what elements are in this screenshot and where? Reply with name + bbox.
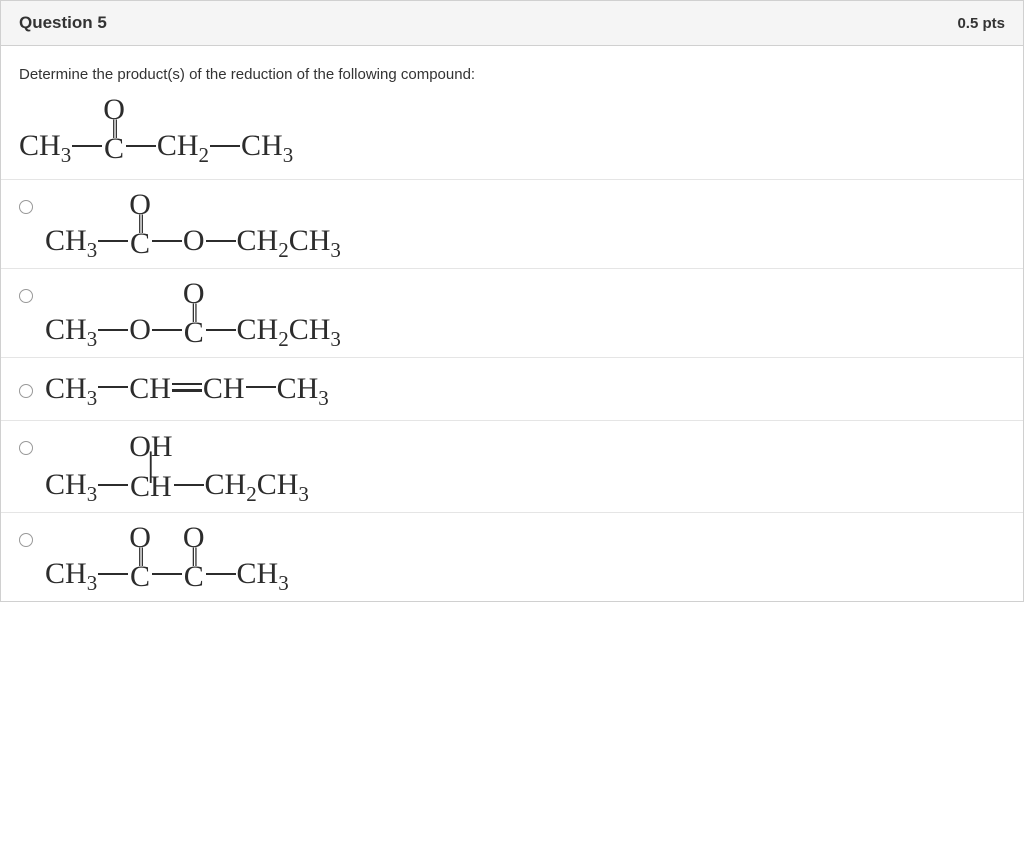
carbonyl-group: O ‖ C bbox=[129, 525, 151, 589]
option-b-formula: CH3 O O ‖ C CH2CH3 bbox=[45, 277, 341, 349]
bond-icon bbox=[152, 573, 182, 576]
bond-icon bbox=[98, 484, 128, 487]
bond-icon bbox=[98, 573, 128, 576]
reactant-compound: CH3 O ‖ C CH2 CH3 bbox=[1, 97, 1023, 179]
carbonyl-group: O ‖ C bbox=[103, 97, 125, 161]
radio-button[interactable] bbox=[19, 441, 33, 455]
option-e-formula: CH3 O ‖ C O ‖ C bbox=[45, 521, 289, 593]
bond-icon bbox=[72, 145, 102, 148]
options-list: CH3 O ‖ C O CH2CH3 bbox=[1, 179, 1023, 601]
option-e[interactable]: CH3 O ‖ C O ‖ C bbox=[1, 512, 1023, 601]
bond-icon bbox=[206, 329, 236, 332]
question-body: Determine the product(s) of the reductio… bbox=[1, 46, 1023, 601]
bond-icon bbox=[210, 145, 240, 148]
hydroxyl-group: OH │ CH bbox=[129, 433, 172, 500]
question-points: 0.5 pts bbox=[957, 15, 1005, 32]
carbonyl-group: O ‖ C bbox=[183, 525, 205, 589]
question-header: Question 5 0.5 pts bbox=[1, 1, 1023, 46]
option-c-formula: CH3 CH CH CH3 bbox=[45, 366, 329, 412]
double-bond-icon bbox=[172, 383, 202, 392]
carbonyl-group: O ‖ C bbox=[183, 281, 205, 345]
question-title: Question 5 bbox=[19, 13, 107, 33]
question-prompt: Determine the product(s) of the reductio… bbox=[1, 46, 1023, 97]
option-a-formula: CH3 O ‖ C O CH2CH3 bbox=[45, 188, 341, 260]
bond-icon bbox=[98, 386, 128, 389]
option-a[interactable]: CH3 O ‖ C O CH2CH3 bbox=[1, 179, 1023, 268]
bond-icon bbox=[206, 573, 236, 576]
radio-button[interactable] bbox=[19, 533, 33, 547]
bond-icon bbox=[174, 484, 204, 487]
bond-icon bbox=[206, 240, 236, 243]
option-d-formula: CH3 OH │ CH CH2CH3 bbox=[45, 429, 309, 504]
bond-icon bbox=[152, 329, 182, 332]
bond-icon bbox=[246, 386, 276, 389]
option-b[interactable]: CH3 O O ‖ C CH2CH3 bbox=[1, 268, 1023, 357]
option-c[interactable]: CH3 CH CH CH3 bbox=[1, 357, 1023, 420]
option-d[interactable]: CH3 OH │ CH CH2CH3 bbox=[1, 420, 1023, 512]
radio-button[interactable] bbox=[19, 289, 33, 303]
bond-icon bbox=[98, 240, 128, 243]
bond-icon bbox=[152, 240, 182, 243]
radio-button[interactable] bbox=[19, 200, 33, 214]
bond-icon bbox=[126, 145, 156, 148]
radio-button[interactable] bbox=[19, 384, 33, 398]
carbonyl-group: O ‖ C bbox=[129, 192, 151, 256]
bond-icon bbox=[98, 329, 128, 332]
question-container: Question 5 0.5 pts Determine the product… bbox=[0, 0, 1024, 602]
